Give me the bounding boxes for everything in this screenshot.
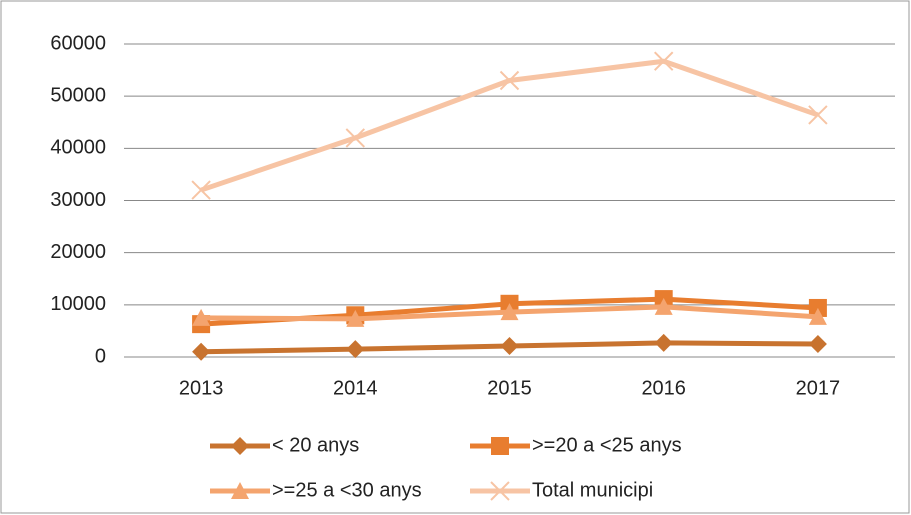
legend-label: Total municipi [532,479,653,501]
data-point [191,180,211,200]
y-tick-label: 0 [95,345,106,367]
data-point [346,340,365,359]
y-tick-label: 60000 [50,32,106,54]
data-point [192,308,211,326]
legend-marker [231,437,249,455]
data-point [500,337,519,356]
y-tick-label: 50000 [50,84,106,106]
data-point [345,128,366,148]
legend-marker [490,481,510,501]
y-tick-label: 40000 [50,137,106,159]
data-point [500,303,519,321]
y-tick-label: 10000 [50,293,106,315]
legend-label: < 20 anys [272,434,359,456]
data-point [346,309,365,327]
x-tick-label: 2016 [641,377,686,399]
data-point [654,297,673,315]
y-tick-label: 20000 [50,241,106,263]
data-point [808,105,828,125]
x-tick-label: 2015 [487,377,532,399]
y-tick-label: 30000 [50,189,106,211]
legend-marker [231,482,249,499]
legend-label: >=20 a <25 anys [532,434,682,456]
x-tick-label: 2013 [179,377,224,399]
data-point [499,70,520,91]
data-point [808,334,827,353]
legend-label: >=25 a <30 anys [272,479,422,501]
data-point [192,342,211,361]
legend-marker [491,437,509,455]
data-point [654,333,673,352]
x-tick-label: 2014 [333,377,378,399]
x-tick-label: 2017 [796,377,841,399]
data-point [808,307,827,325]
data-point [653,51,674,71]
